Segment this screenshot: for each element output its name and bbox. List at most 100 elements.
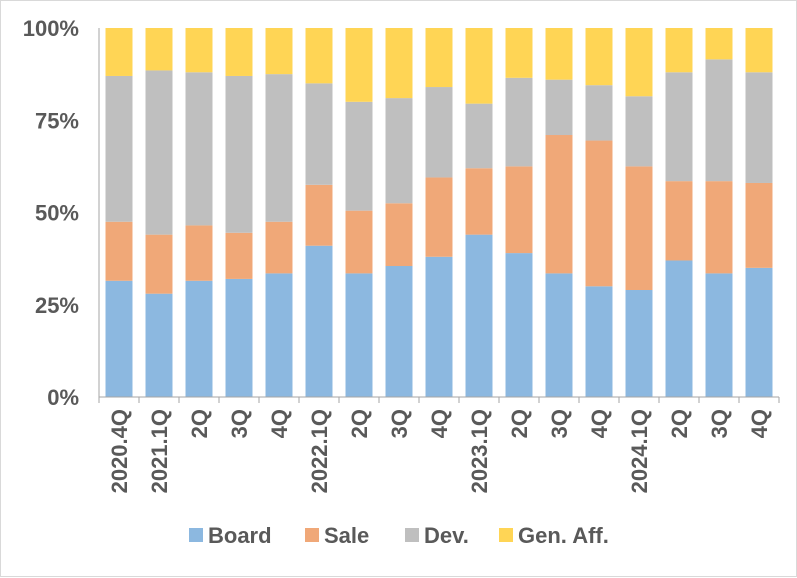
legend-label: Gen. Aff. — [518, 523, 609, 548]
bar-sale-14 — [665, 181, 693, 261]
bar-dev-2 — [185, 72, 213, 226]
bar-sale-13 — [625, 166, 653, 290]
bar-gen-aff-11 — [545, 28, 573, 80]
y-tick-label: 50% — [35, 201, 79, 226]
bar-sale-10 — [505, 166, 533, 254]
x-tick-label: 4Q — [427, 409, 452, 438]
x-tick-label: 3Q — [227, 409, 252, 438]
bar-gen-aff-13 — [625, 28, 653, 97]
x-tick-label: 2024.1Q — [627, 409, 652, 493]
bar-board-11 — [545, 273, 573, 397]
bar-dev-11 — [545, 79, 573, 136]
bar-gen-aff-14 — [665, 28, 693, 73]
legend-swatch-board — [189, 528, 203, 542]
x-tick-label: 3Q — [707, 409, 732, 438]
bar-dev-10 — [505, 77, 533, 167]
axes-layer — [98, 28, 780, 403]
bar-board-13 — [625, 289, 653, 397]
x-tick-label: 2023.1Q — [467, 409, 492, 493]
bar-dev-12 — [585, 85, 613, 141]
bar-gen-aff-5 — [305, 28, 333, 84]
bar-dev-0 — [105, 75, 133, 222]
bar-sale-15 — [705, 181, 733, 274]
bar-board-5 — [305, 245, 333, 397]
y-tick-label: 25% — [35, 293, 79, 318]
legend-swatch-sale — [305, 528, 319, 542]
bar-dev-7 — [385, 98, 413, 204]
x-tick-label: 4Q — [587, 409, 612, 438]
bar-gen-aff-2 — [185, 28, 213, 73]
bar-board-9 — [465, 234, 493, 397]
x-tick-label: 2021.1Q — [147, 409, 172, 493]
bar-gen-aff-12 — [585, 28, 613, 86]
bar-sale-11 — [545, 135, 573, 274]
bar-dev-14 — [665, 72, 693, 182]
bar-sale-0 — [105, 221, 133, 281]
bar-gen-aff-9 — [465, 28, 493, 104]
bar-gen-aff-10 — [505, 28, 533, 78]
y-tick-label: 75% — [35, 108, 79, 133]
bar-gen-aff-1 — [145, 28, 173, 71]
bar-sale-5 — [305, 184, 333, 246]
bar-board-16 — [745, 267, 773, 397]
bar-dev-9 — [465, 103, 493, 169]
x-tick-label: 4Q — [267, 409, 292, 438]
legend-label: Board — [208, 523, 272, 548]
x-tick-label: 2020.4Q — [107, 409, 132, 493]
legend-label: Sale — [324, 523, 369, 548]
bar-gen-aff-16 — [745, 28, 773, 73]
bar-sale-4 — [265, 221, 293, 274]
bar-board-3 — [225, 278, 253, 397]
y-tick-label: 100% — [23, 16, 79, 41]
bar-sale-7 — [385, 203, 413, 267]
bar-sale-16 — [745, 182, 773, 268]
x-tick-label: 4Q — [747, 409, 772, 438]
y-tick-labels: 0% 25% 50% 75% 100% — [23, 16, 79, 410]
x-tick-label: 3Q — [547, 409, 572, 438]
bar-board-8 — [425, 256, 453, 397]
bar-dev-4 — [265, 74, 293, 222]
bar-sale-12 — [585, 140, 613, 287]
bar-board-2 — [185, 280, 213, 397]
legend-swatch-gen-aff — [499, 528, 513, 542]
bar-board-7 — [385, 266, 413, 397]
y-tick-label: 0% — [47, 385, 79, 410]
bar-dev-15 — [705, 59, 733, 182]
x-tick-label: 2Q — [347, 409, 372, 438]
x-tick-label: 2022.1Q — [307, 409, 332, 493]
bar-dev-1 — [145, 70, 173, 235]
bar-sale-1 — [145, 234, 173, 294]
x-tick-label: 3Q — [387, 409, 412, 438]
bar-gen-aff-15 — [705, 28, 733, 60]
bar-sale-6 — [345, 210, 373, 274]
bars-layer — [105, 28, 773, 397]
x-tick-label: 2Q — [507, 409, 532, 438]
bar-board-6 — [345, 273, 373, 397]
bar-sale-9 — [465, 168, 493, 235]
bar-sale-2 — [185, 225, 213, 281]
bar-gen-aff-6 — [345, 28, 373, 102]
bar-board-12 — [585, 286, 613, 397]
bar-gen-aff-4 — [265, 28, 293, 75]
bar-board-0 — [105, 280, 133, 397]
bar-gen-aff-3 — [225, 28, 253, 76]
x-tick-label: 2Q — [187, 409, 212, 438]
bar-dev-13 — [625, 96, 653, 167]
legend-label: Dev. — [424, 523, 469, 548]
bar-dev-5 — [305, 83, 333, 185]
x-tick-label: 2Q — [667, 409, 692, 438]
bar-sale-3 — [225, 232, 253, 279]
bar-sale-8 — [425, 177, 453, 257]
bar-board-14 — [665, 260, 693, 397]
bar-board-10 — [505, 253, 533, 397]
bar-board-1 — [145, 293, 173, 397]
bar-dev-16 — [745, 72, 773, 183]
bar-gen-aff-7 — [385, 28, 413, 99]
bar-board-4 — [265, 273, 293, 397]
bar-dev-8 — [425, 87, 453, 178]
bar-dev-3 — [225, 75, 253, 233]
bar-board-15 — [705, 273, 733, 397]
bar-gen-aff-0 — [105, 28, 133, 76]
